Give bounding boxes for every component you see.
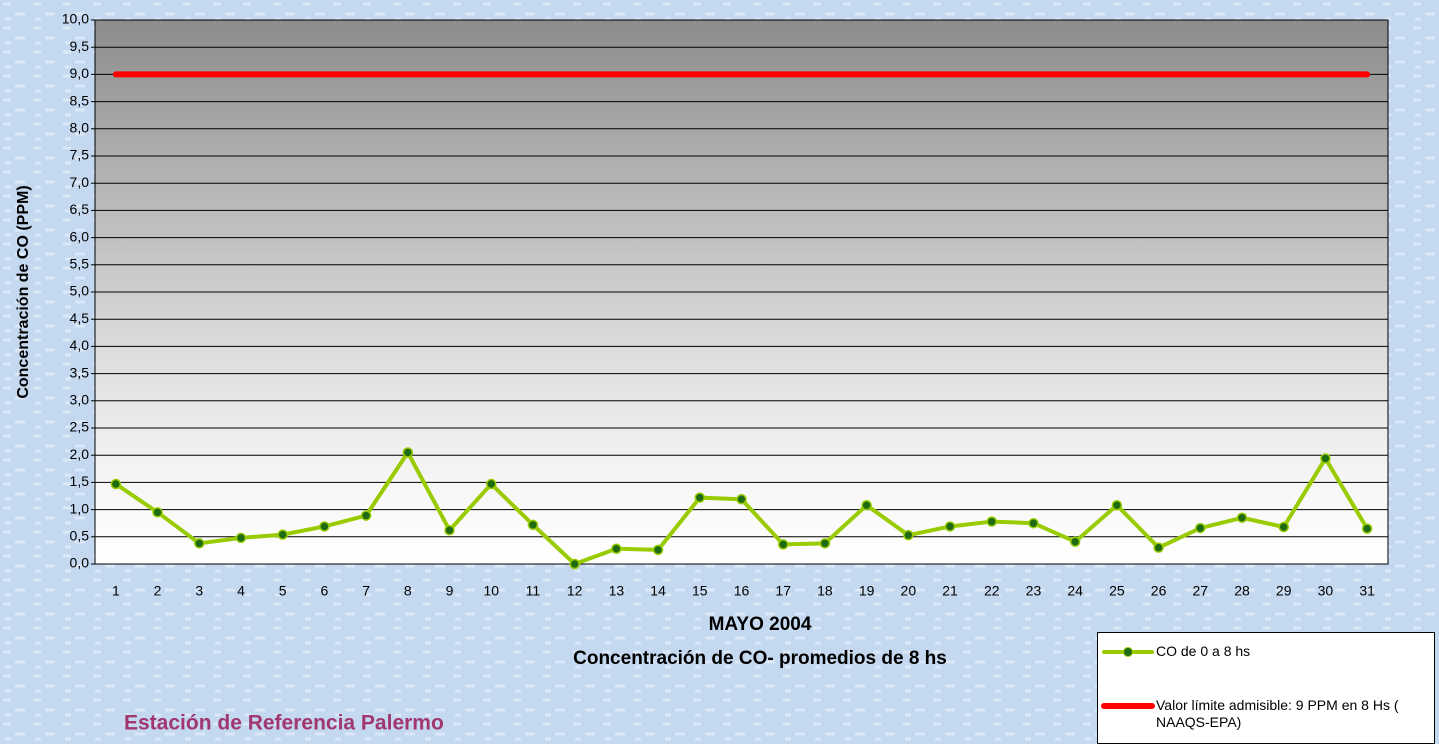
x-tick-label: 19: [859, 583, 875, 599]
point: [777, 539, 789, 550]
y-tick-label: 2,5: [70, 419, 90, 435]
x-tick-label: 31: [1359, 583, 1375, 599]
y-tick-label: 3,5: [70, 364, 90, 380]
point: [652, 544, 664, 556]
point: [611, 543, 622, 555]
point: [110, 478, 122, 490]
y-tick-label: 8,0: [70, 120, 90, 136]
y-tick-label: 0,5: [70, 528, 90, 544]
x-tick-label: 11: [526, 583, 541, 599]
point: [1320, 453, 1331, 464]
point: [485, 478, 497, 490]
x-tick-label: 14: [650, 583, 666, 599]
x-tick-label: 23: [1026, 583, 1042, 599]
y-tick-label: 4,0: [70, 337, 90, 353]
point: [402, 447, 414, 458]
x-tick-label: 12: [567, 583, 583, 599]
point: [1195, 522, 1206, 534]
x-tick-label: 18: [817, 583, 833, 599]
legend: CO de 0 a 8 hs Valor límite admisible: 9 …: [1097, 632, 1435, 744]
x-tick-label: 28: [1234, 583, 1250, 599]
point: [360, 510, 372, 521]
x-tick-label: 16: [734, 583, 750, 599]
point: [569, 558, 580, 570]
point: [903, 529, 914, 541]
x-tick-label: 3: [195, 583, 203, 599]
y-tick-label: 5,0: [70, 283, 90, 299]
y-tick-label: 7,0: [70, 174, 90, 190]
legend-marker: [1123, 647, 1133, 657]
point: [319, 521, 330, 532]
point: [861, 499, 872, 511]
point: [819, 538, 831, 549]
x-tick-label: 9: [446, 583, 454, 599]
x-tick-label: 4: [237, 583, 245, 599]
point: [1028, 517, 1039, 529]
x-tick-label: 1: [112, 583, 120, 599]
x-tick-label: 6: [321, 583, 329, 599]
caption: Estación de Referencia Palermo: [124, 712, 444, 735]
x-tick-label: 8: [404, 583, 412, 599]
legend-item: CO de 0 a 8 hs: [1100, 643, 1416, 661]
legend-label: CO de 0 a 8 hs: [1156, 643, 1251, 659]
x-tick-label: 13: [609, 583, 625, 599]
point: [444, 525, 455, 536]
x-tick-label: 7: [362, 583, 370, 599]
point: [1236, 512, 1248, 524]
y-tick-label: 5,5: [70, 256, 90, 272]
y-tick-label: 0,0: [70, 555, 90, 571]
point: [152, 507, 163, 518]
x-axis-label: MAYO 2004: [709, 614, 812, 635]
x-tick-label: 17: [775, 583, 791, 599]
x-tick-label: 22: [984, 583, 1000, 599]
y-tick-label: 10,0: [62, 11, 89, 27]
point: [1111, 499, 1123, 511]
point: [1069, 536, 1081, 547]
legend-swatch: [1102, 647, 1154, 657]
y-tick-label: 6,0: [70, 228, 90, 244]
point: [1361, 523, 1373, 534]
y-axis-label: Concentración de CO (PPM): [15, 185, 32, 398]
subtitle: Concentración de CO- promedios de 8 hs: [573, 648, 947, 669]
point: [1278, 521, 1289, 533]
y-tick-label: 6,5: [70, 201, 90, 217]
x-tick-label: 21: [942, 583, 958, 599]
y-tick-label: 7,5: [70, 147, 90, 163]
y-tick-label: 9,5: [70, 38, 90, 54]
y-tick-label: 1,0: [70, 500, 90, 516]
x-tick-label: 15: [692, 583, 708, 599]
y-tick-label: 8,5: [70, 92, 90, 108]
x-tick-label: 25: [1109, 583, 1125, 599]
legend-item: Valor límite admisible: 9 PPM en 8 Hs ( …: [1100, 697, 1416, 731]
legend-swatch: [1101, 703, 1155, 709]
y-tick-label: 1,5: [70, 473, 90, 489]
point: [277, 529, 288, 540]
x-tick-label: 20: [901, 583, 917, 599]
x-tick-label: 10: [483, 583, 499, 599]
x-tick-label: 5: [279, 583, 287, 599]
point: [944, 521, 956, 532]
point: [527, 519, 539, 531]
y-tick-label: 9,0: [70, 65, 90, 81]
point: [736, 494, 747, 505]
point: [235, 532, 247, 544]
y-tick-label: 3,0: [70, 392, 90, 408]
y-tick-label: 4,5: [70, 310, 90, 326]
x-tick-label: 2: [154, 583, 162, 599]
point: [694, 492, 706, 503]
x-tick-label: 26: [1151, 583, 1167, 599]
x-tick-label: 29: [1276, 583, 1292, 599]
point: [194, 538, 205, 549]
x-tick-label: 30: [1318, 583, 1334, 599]
y-tick-label: 2,0: [70, 446, 90, 462]
point: [986, 516, 998, 527]
legend-label: Valor límite admisible: 9 PPM en 8 Hs ( …: [1156, 697, 1399, 730]
x-tick-label: 27: [1193, 583, 1209, 599]
point: [1153, 542, 1164, 553]
x-tick-label: 24: [1067, 583, 1083, 599]
